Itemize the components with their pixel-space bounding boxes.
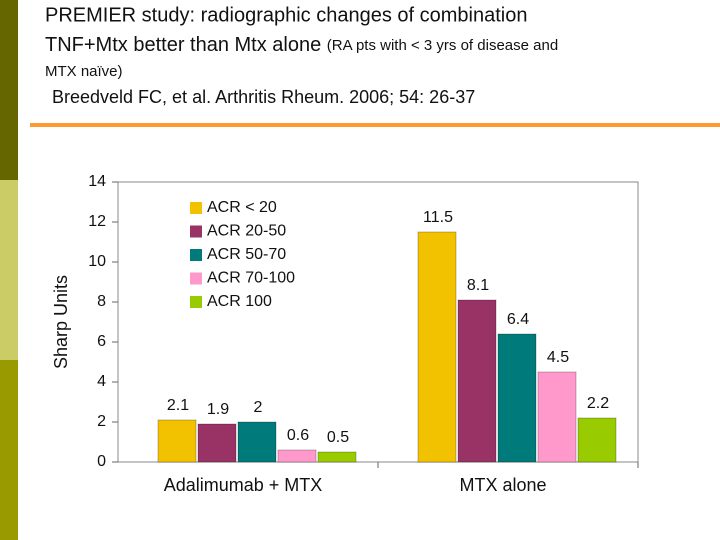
- title: PREMIER study: radiographic changes of c…: [45, 4, 527, 26]
- bar: [537, 371, 577, 463]
- legend-label: ACR 100: [207, 293, 272, 310]
- y-tick-label: 4: [97, 373, 106, 390]
- legend-label: ACR < 20: [207, 199, 277, 216]
- bar: [317, 451, 357, 463]
- data-label: 2: [254, 399, 263, 416]
- y-tick-label: 0: [97, 453, 106, 470]
- title-note: MTX naïve): [45, 63, 123, 80]
- citation: Breedveld FC, et al. Arthritis Rheum. 20…: [52, 87, 475, 107]
- y-tick-label: 2: [97, 413, 106, 430]
- data-label: 6.4: [507, 311, 529, 328]
- title: TNF+Mtx better than Mtx alone: [45, 34, 321, 56]
- x-tick-label: Adalimumab + MTX: [164, 475, 323, 495]
- bar: [457, 299, 497, 463]
- legend-box: [158, 195, 318, 317]
- data-label: 2.2: [587, 395, 609, 412]
- data-label: 4.5: [547, 349, 569, 366]
- bar: [277, 449, 317, 463]
- legend-label: ACR 50-70: [207, 246, 286, 263]
- data-label: 11.5: [423, 209, 453, 226]
- title: TNF+Mtx better than Mtx alone (RA pts wi…: [45, 34, 558, 56]
- bar: [157, 419, 197, 463]
- side-strip: [0, 180, 18, 360]
- y-tick-label: 6: [97, 333, 106, 350]
- legend-swatch: [190, 202, 202, 214]
- y-tick-label: 12: [88, 213, 106, 230]
- bar: [577, 417, 617, 463]
- title-note: (RA pts with < 3 yrs of disease and: [327, 37, 558, 54]
- y-tick-label: 8: [97, 293, 106, 310]
- y-axis-label: Sharp Units: [51, 275, 71, 369]
- bar: [497, 333, 537, 463]
- y-tick-label: 10: [88, 253, 106, 270]
- legend-swatch: [190, 249, 202, 261]
- data-label: 8.1: [467, 277, 489, 294]
- bar: [417, 231, 457, 463]
- legend-swatch: [190, 225, 202, 238]
- data-label: 0.5: [327, 429, 349, 446]
- bar: [197, 423, 237, 463]
- side-strip: [0, 360, 18, 540]
- y-tick-label: 14: [88, 173, 106, 190]
- data-label: 1.9: [207, 401, 229, 418]
- legend-label: ACR 20-50: [207, 223, 286, 240]
- bar: [237, 421, 277, 463]
- legend-swatch: [190, 296, 202, 308]
- legend-swatch: [190, 272, 202, 285]
- side-strip: [0, 0, 18, 180]
- legend-label: ACR 70-100: [207, 270, 295, 287]
- divider: [30, 123, 720, 127]
- x-tick-label: MTX alone: [459, 475, 546, 495]
- data-label: 0.6: [287, 427, 309, 444]
- data-label: 2.1: [167, 397, 189, 414]
